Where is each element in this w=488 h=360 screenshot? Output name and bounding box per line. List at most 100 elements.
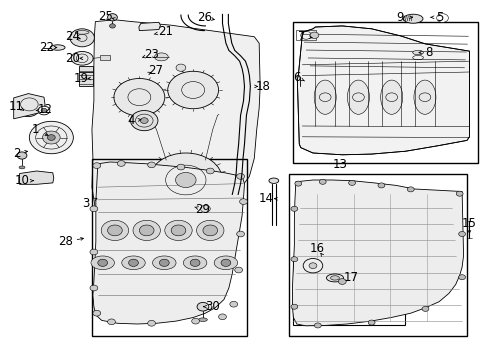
Ellipse shape xyxy=(152,256,176,270)
Circle shape xyxy=(455,191,462,196)
Ellipse shape xyxy=(183,256,206,270)
Circle shape xyxy=(200,205,210,212)
Circle shape xyxy=(206,168,214,174)
Circle shape xyxy=(98,259,107,266)
Ellipse shape xyxy=(75,31,89,34)
Polygon shape xyxy=(92,20,260,221)
Text: 16: 16 xyxy=(309,242,324,255)
Ellipse shape xyxy=(268,178,278,183)
Circle shape xyxy=(70,29,94,47)
Circle shape xyxy=(196,220,224,240)
Ellipse shape xyxy=(380,80,402,114)
Circle shape xyxy=(175,172,196,188)
Text: 17: 17 xyxy=(343,271,358,284)
Circle shape xyxy=(38,106,50,115)
Circle shape xyxy=(218,314,226,320)
Circle shape xyxy=(133,220,160,240)
Bar xyxy=(92,159,247,336)
Circle shape xyxy=(41,108,47,113)
Circle shape xyxy=(42,131,60,144)
Text: 4: 4 xyxy=(127,114,135,127)
Circle shape xyxy=(107,225,122,236)
Circle shape xyxy=(294,181,301,186)
Circle shape xyxy=(229,301,237,307)
Circle shape xyxy=(407,187,413,192)
Ellipse shape xyxy=(91,256,114,270)
Bar xyxy=(296,30,315,40)
Text: 19: 19 xyxy=(73,72,88,85)
Circle shape xyxy=(436,14,447,22)
Circle shape xyxy=(191,318,199,324)
Text: 12: 12 xyxy=(38,103,52,116)
Circle shape xyxy=(128,259,138,266)
Circle shape xyxy=(458,231,465,237)
Circle shape xyxy=(114,78,164,116)
Circle shape xyxy=(177,164,184,170)
Circle shape xyxy=(171,225,185,236)
Circle shape xyxy=(90,206,98,212)
Text: 3: 3 xyxy=(81,197,89,210)
Circle shape xyxy=(90,249,98,255)
Text: 15: 15 xyxy=(461,217,476,230)
Text: 21: 21 xyxy=(158,25,172,38)
Polygon shape xyxy=(292,180,463,326)
Ellipse shape xyxy=(214,256,237,270)
Ellipse shape xyxy=(19,166,25,169)
Circle shape xyxy=(190,259,200,266)
Circle shape xyxy=(147,320,155,326)
Ellipse shape xyxy=(326,274,343,282)
Circle shape xyxy=(290,206,297,211)
Circle shape xyxy=(167,71,218,109)
Circle shape xyxy=(377,183,384,188)
Text: 29: 29 xyxy=(195,203,210,216)
Circle shape xyxy=(117,161,125,166)
Circle shape xyxy=(93,163,101,168)
Polygon shape xyxy=(93,162,244,324)
Circle shape xyxy=(140,118,148,123)
Ellipse shape xyxy=(413,80,435,114)
Circle shape xyxy=(458,275,465,280)
Bar xyxy=(79,66,93,86)
Ellipse shape xyxy=(412,50,423,55)
Ellipse shape xyxy=(122,256,145,270)
Text: 18: 18 xyxy=(255,80,270,93)
Text: 10: 10 xyxy=(15,174,29,187)
Circle shape xyxy=(203,225,217,236)
Circle shape xyxy=(107,319,115,325)
Bar xyxy=(289,174,466,336)
Ellipse shape xyxy=(198,318,207,321)
Text: 6: 6 xyxy=(293,71,301,84)
Circle shape xyxy=(101,220,128,240)
Circle shape xyxy=(147,162,155,168)
Ellipse shape xyxy=(314,80,336,114)
Ellipse shape xyxy=(330,276,339,280)
Text: 26: 26 xyxy=(197,11,211,24)
Polygon shape xyxy=(139,22,160,31)
Text: 27: 27 xyxy=(148,64,163,77)
Text: 9: 9 xyxy=(395,11,403,24)
Text: 13: 13 xyxy=(332,158,346,171)
Circle shape xyxy=(176,64,185,71)
Circle shape xyxy=(139,225,154,236)
Circle shape xyxy=(290,257,297,262)
Ellipse shape xyxy=(154,53,168,61)
Circle shape xyxy=(236,174,244,179)
Circle shape xyxy=(149,153,222,207)
Bar xyxy=(111,174,135,198)
Bar xyxy=(293,256,404,325)
Polygon shape xyxy=(14,94,45,119)
Circle shape xyxy=(308,263,316,269)
Text: 2: 2 xyxy=(13,147,21,159)
Polygon shape xyxy=(297,26,468,155)
Circle shape xyxy=(18,101,39,117)
Text: 23: 23 xyxy=(144,48,159,61)
Text: 8: 8 xyxy=(425,46,432,59)
Circle shape xyxy=(90,285,98,291)
Text: 7: 7 xyxy=(298,30,305,42)
Circle shape xyxy=(239,199,247,204)
Bar xyxy=(100,55,110,60)
Circle shape xyxy=(236,231,244,237)
Text: 14: 14 xyxy=(259,192,273,205)
Circle shape xyxy=(290,304,297,309)
Text: 20: 20 xyxy=(65,52,80,65)
